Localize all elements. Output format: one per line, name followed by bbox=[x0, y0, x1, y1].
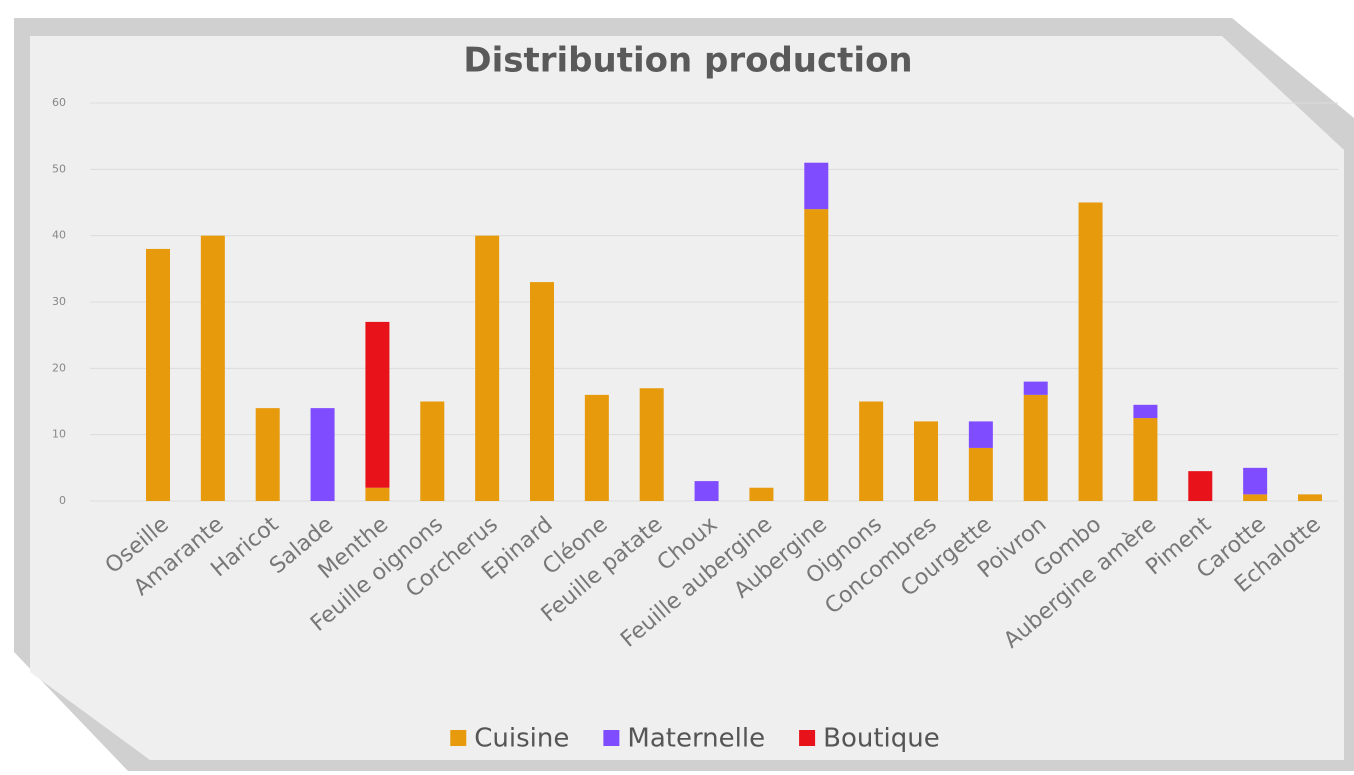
legend-label: Boutique bbox=[823, 724, 940, 754]
bar-segment bbox=[255, 408, 280, 501]
bar-segment bbox=[1188, 471, 1213, 501]
bar-segment bbox=[200, 235, 225, 501]
y-tick-label: 60 bbox=[52, 96, 66, 109]
bar-segment bbox=[1078, 202, 1103, 501]
y-tick-label: 40 bbox=[52, 229, 66, 242]
bar-segment bbox=[584, 394, 609, 501]
bar-segment bbox=[530, 282, 554, 501]
bar-segment bbox=[639, 388, 664, 501]
bar-segment bbox=[749, 487, 774, 501]
bar-segment bbox=[1023, 381, 1048, 395]
bar-segment bbox=[1243, 494, 1268, 501]
bar-segment bbox=[694, 481, 719, 501]
bar-segment bbox=[968, 447, 993, 501]
bar-segment bbox=[1298, 494, 1322, 501]
bar-segment bbox=[310, 408, 335, 501]
y-tick-label: 10 bbox=[52, 428, 66, 441]
y-tick-label: 50 bbox=[52, 162, 66, 175]
legend-label: Cuisine bbox=[474, 724, 569, 754]
bar-segment bbox=[968, 421, 993, 448]
bar-segment bbox=[475, 235, 500, 501]
bar-segment bbox=[804, 162, 829, 210]
y-tick-label: 30 bbox=[52, 295, 66, 308]
legend-label: Maternelle bbox=[627, 724, 765, 754]
frame bbox=[30, 36, 1344, 760]
bar-segment bbox=[859, 401, 884, 501]
legend-swatch bbox=[799, 730, 816, 746]
y-tick-label: 0 bbox=[59, 494, 66, 507]
legend: Cuisine Maternelle Boutique bbox=[450, 724, 940, 754]
bar-segment bbox=[1133, 418, 1158, 501]
bar-segment bbox=[804, 209, 829, 501]
bar-segment bbox=[1133, 404, 1158, 419]
chart-title: Distribution production bbox=[463, 41, 912, 81]
bar-segment bbox=[1243, 467, 1268, 495]
bar-segment bbox=[146, 248, 170, 501]
bar-segment bbox=[914, 421, 938, 501]
bar-segment bbox=[365, 321, 390, 488]
bar-segment bbox=[1023, 394, 1048, 501]
bar-segment bbox=[365, 487, 390, 501]
y-tick-label: 20 bbox=[52, 361, 66, 374]
bar-segment bbox=[420, 401, 445, 501]
legend-swatch bbox=[603, 730, 620, 746]
legend-swatch bbox=[450, 730, 467, 746]
